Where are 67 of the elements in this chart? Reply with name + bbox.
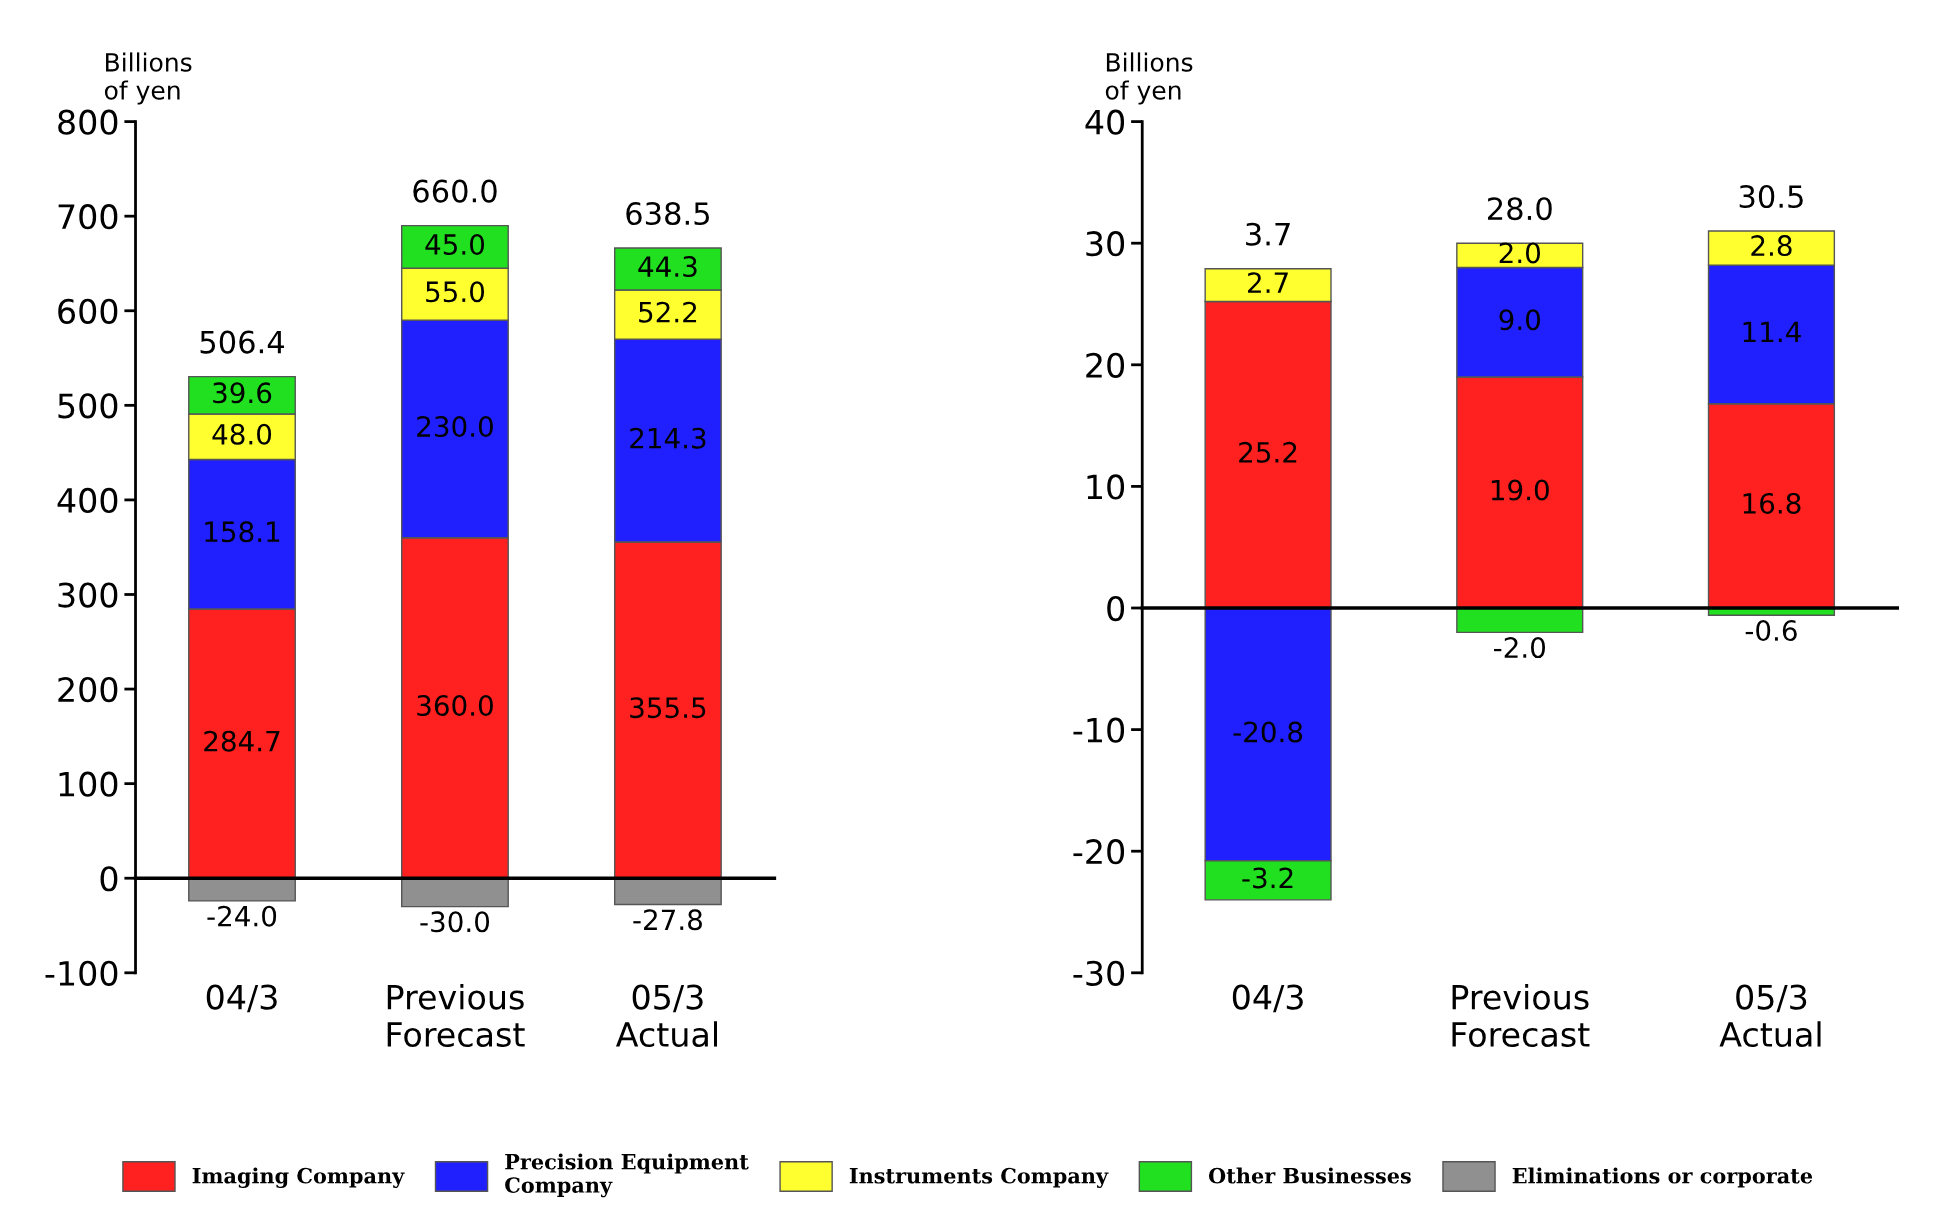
data-label: 44.3 — [638, 256, 697, 278]
data-label: -30.0 — [420, 911, 490, 933]
y-tick-label: 100 — [59, 771, 118, 797]
data-label: 9.0 — [1499, 309, 1540, 331]
data-label: -2.0 — [1494, 637, 1546, 659]
data-label: 214.3 — [630, 427, 706, 449]
y-tick-label: 0 — [100, 866, 118, 892]
y-tick-label: 600 — [58, 298, 118, 324]
data-label: -27.8 — [633, 909, 702, 931]
data-label: 284.7 — [204, 730, 280, 752]
y-tick-label: 0 — [1107, 595, 1125, 622]
bar — [613, 877, 722, 906]
legend-label: Imaging Company — [192, 1167, 405, 1188]
data-label: -3.2 — [1242, 867, 1293, 889]
data-label: 45.0 — [425, 233, 485, 255]
data-label: 55.0 — [426, 281, 485, 303]
y-tick-label: 800 — [58, 109, 118, 135]
data-label: 2.7 — [1248, 272, 1288, 293]
total-label: 660.0 — [413, 179, 497, 203]
legend-label: Other Businesses — [1208, 1167, 1411, 1184]
y-tick-label: 30 — [1086, 231, 1125, 257]
x-tick-label: Previous Forecast — [387, 983, 525, 1048]
y-tick-label: -10 — [1073, 717, 1125, 743]
data-label: 19.0 — [1491, 479, 1549, 501]
y-tick-label: 10 — [1087, 474, 1125, 500]
total-label: 506.4 — [200, 330, 285, 354]
data-label: 39.6 — [213, 382, 272, 404]
x-tick-label: 05/3 Actual — [1719, 984, 1821, 1048]
data-label: 25.2 — [1239, 441, 1297, 463]
bar — [401, 877, 509, 908]
data-label: -0.6 — [1745, 620, 1797, 642]
x-tick-label: 04/3 — [206, 984, 277, 1013]
data-label: 2.0 — [1499, 242, 1540, 264]
y-tick-label: 20 — [1086, 352, 1125, 378]
bar — [188, 877, 296, 902]
total-label: 30.5 — [1739, 184, 1803, 209]
y-tick-label: -30 — [1073, 960, 1125, 986]
data-label: -20.8 — [1233, 721, 1303, 743]
x-tick-label: Previous Forecast — [1452, 983, 1590, 1048]
data-label: 355.5 — [630, 697, 706, 719]
y-tick-label: 700 — [58, 204, 118, 230]
total-label: 28.0 — [1487, 197, 1552, 221]
data-label: 48.0 — [212, 423, 272, 445]
data-label: -24.0 — [207, 905, 277, 927]
legend-label: Instruments Company — [849, 1167, 1109, 1188]
y-tick-label: 40 — [1085, 109, 1125, 135]
data-label: 11.4 — [1743, 321, 1801, 343]
data-label: 360.0 — [417, 695, 493, 717]
legend-label: Precision Equipment Company — [505, 1153, 749, 1198]
y-tick-label: -20 — [1073, 839, 1125, 865]
data-label: 16.8 — [1743, 492, 1801, 514]
y-tick-label: -100 — [45, 960, 118, 986]
y-tick-label: 400 — [57, 487, 118, 514]
y-axis-title: Billions of yen — [104, 52, 192, 105]
y-tick-label: 300 — [58, 582, 118, 608]
y-axis-title: Billions of yen — [1105, 52, 1193, 105]
y-tick-label: 500 — [58, 393, 118, 419]
data-label: 52.2 — [639, 301, 697, 323]
data-label: 230.0 — [417, 416, 493, 438]
y-tick-label: 200 — [58, 676, 118, 703]
total-label: 638.5 — [626, 201, 709, 226]
data-label: 158.1 — [205, 521, 280, 543]
legend-label: Eliminations or corporate — [1512, 1167, 1813, 1188]
x-tick-label: 04/3 — [1232, 984, 1303, 1013]
x-tick-label: 05/3 Actual — [615, 984, 718, 1048]
total-label: 3.7 — [1246, 222, 1290, 246]
data-label: 2.8 — [1751, 235, 1792, 257]
